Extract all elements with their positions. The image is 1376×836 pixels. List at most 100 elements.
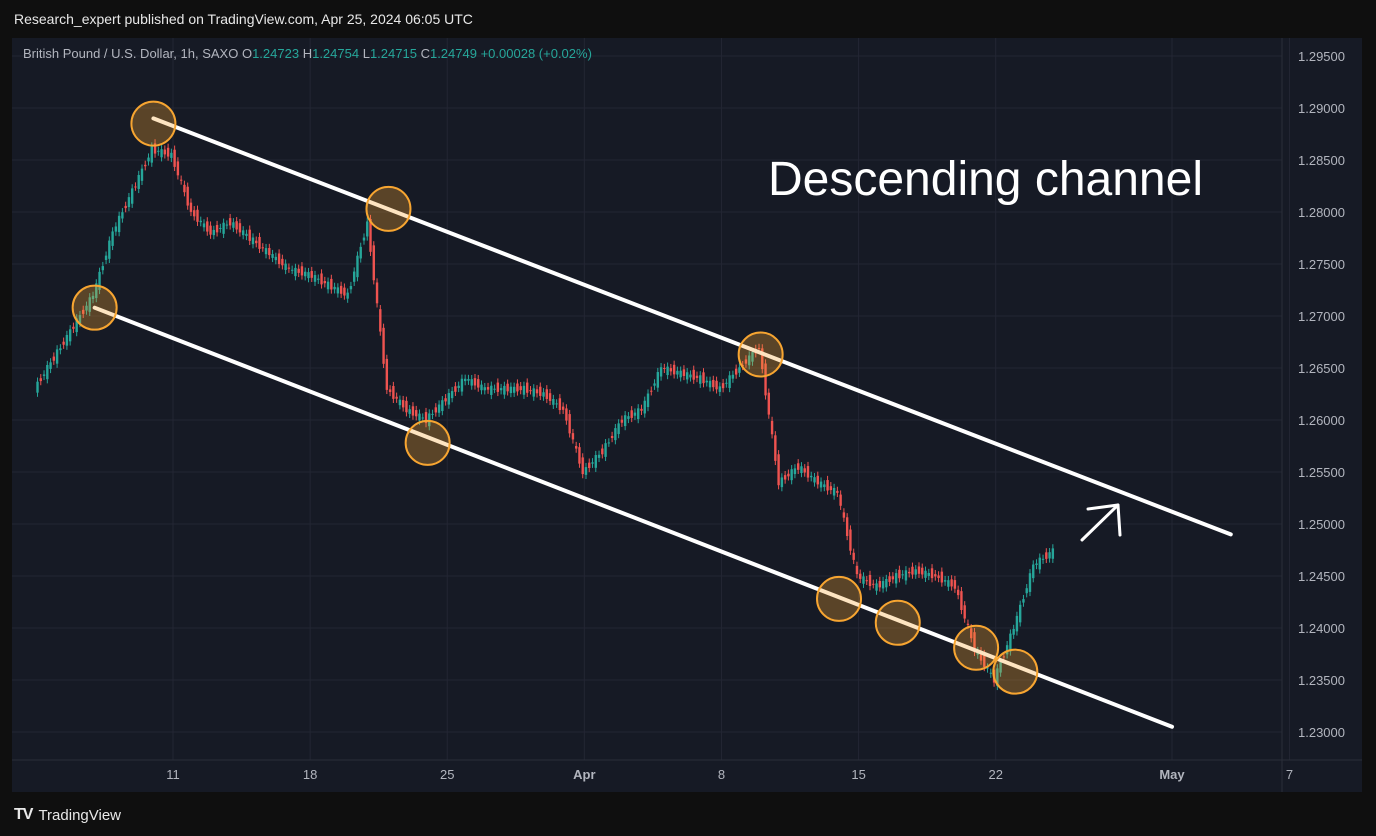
candle-body bbox=[839, 494, 842, 506]
candle-body bbox=[42, 374, 46, 376]
time-tick-label: May bbox=[1159, 767, 1185, 782]
candle-body bbox=[111, 231, 114, 246]
candle-body bbox=[774, 435, 777, 461]
candle-body bbox=[604, 443, 607, 457]
candle-body bbox=[1018, 604, 1022, 623]
candle-body bbox=[793, 468, 797, 475]
candle-body bbox=[326, 281, 330, 290]
candle-body bbox=[346, 292, 349, 299]
candle-body bbox=[558, 398, 562, 411]
candle-body bbox=[548, 393, 552, 401]
candle-body bbox=[467, 378, 470, 381]
candle-body bbox=[574, 446, 578, 449]
candle-body bbox=[49, 362, 52, 369]
candle-body bbox=[486, 387, 490, 390]
price-tick-label: 1.26000 bbox=[1298, 413, 1345, 428]
candle-body bbox=[816, 475, 819, 485]
candle-body bbox=[366, 221, 369, 237]
candle-body bbox=[434, 407, 438, 413]
candle-body bbox=[891, 576, 895, 580]
candle-body bbox=[114, 226, 118, 232]
price-tick-label: 1.27000 bbox=[1298, 309, 1345, 324]
channel-upper-line bbox=[151, 116, 1233, 537]
candle-body bbox=[137, 175, 140, 189]
candle-body bbox=[1015, 615, 1019, 632]
candle-body bbox=[91, 295, 95, 300]
candle-body bbox=[937, 575, 940, 579]
candle-body bbox=[907, 571, 911, 574]
time-tick-label: 22 bbox=[988, 767, 1002, 782]
candle-body bbox=[966, 623, 970, 625]
candle-body bbox=[672, 364, 676, 375]
candle-body bbox=[225, 224, 229, 226]
candle-body bbox=[274, 256, 278, 261]
candle-body bbox=[473, 378, 477, 386]
candle-body bbox=[470, 379, 473, 386]
candle-body bbox=[653, 383, 656, 386]
candle-body bbox=[362, 237, 366, 241]
candle-body bbox=[565, 408, 568, 421]
candle-body bbox=[659, 367, 663, 377]
candle-body bbox=[153, 143, 157, 154]
candle-body bbox=[512, 386, 516, 393]
time-tick-label: 11 bbox=[166, 767, 180, 782]
price-axis[interactable]: 1.29500 1.29000 1.28500 1.28000 1.27500 1.270… bbox=[1281, 38, 1345, 792]
candle-body bbox=[627, 416, 630, 419]
candle-body bbox=[571, 433, 575, 440]
price-tick-label: 1.28500 bbox=[1298, 153, 1345, 168]
price-tick-label: 1.29500 bbox=[1298, 49, 1345, 64]
close-label: C bbox=[420, 46, 430, 61]
candle-body bbox=[924, 570, 927, 578]
time-axis[interactable]: 11 18 25 Apr 8 15 22 May 7 bbox=[12, 759, 1362, 782]
candle-body bbox=[506, 383, 509, 392]
time-tick-label: 7 bbox=[1286, 767, 1293, 782]
touch-marker bbox=[71, 284, 118, 331]
candle-body bbox=[398, 399, 402, 406]
candle-body bbox=[375, 282, 379, 304]
candle-body bbox=[516, 383, 519, 392]
candle-body bbox=[68, 329, 72, 342]
candle-body bbox=[343, 287, 346, 296]
candle-body bbox=[888, 576, 891, 582]
candle-body bbox=[72, 326, 75, 329]
price-series bbox=[36, 139, 1055, 691]
candle-body bbox=[147, 157, 150, 162]
candle-body bbox=[219, 227, 222, 229]
candle-body bbox=[509, 386, 513, 394]
candle-body bbox=[496, 382, 500, 392]
candle-body bbox=[787, 473, 790, 477]
brand-name: TradingView bbox=[38, 806, 121, 824]
candle-body bbox=[594, 455, 597, 468]
candle-body bbox=[480, 384, 483, 391]
candle-body bbox=[134, 186, 137, 188]
candle-body bbox=[88, 297, 91, 312]
candle-body bbox=[973, 632, 976, 652]
candle-body bbox=[803, 468, 806, 473]
candle-body bbox=[663, 368, 666, 370]
price-tick-label: 1.25500 bbox=[1298, 465, 1345, 480]
candle-body bbox=[927, 572, 930, 576]
open-value: 1.24723 bbox=[252, 46, 300, 61]
chart-panel[interactable] bbox=[12, 38, 1362, 792]
candle-body bbox=[721, 383, 725, 389]
candle-body bbox=[124, 205, 127, 209]
candle-body bbox=[241, 230, 245, 236]
symbol-name: British Pound / U.S. Dollar, 1h, SAXO bbox=[23, 46, 239, 61]
candle-body bbox=[437, 404, 441, 413]
candle-body bbox=[591, 462, 594, 464]
candle-body bbox=[121, 212, 124, 219]
candle-body bbox=[630, 410, 633, 418]
candle-body bbox=[75, 318, 78, 333]
candle-body bbox=[447, 393, 451, 405]
candle-body bbox=[163, 149, 167, 155]
candle-body bbox=[725, 382, 728, 384]
candle-body bbox=[989, 672, 993, 674]
candle-body bbox=[59, 348, 62, 351]
candle-body bbox=[206, 221, 209, 232]
candle-body bbox=[463, 378, 467, 382]
candle-body bbox=[388, 389, 392, 392]
candle-body bbox=[255, 240, 258, 244]
tradingview-brand[interactable]: TV TradingView bbox=[14, 806, 121, 824]
candle-body bbox=[98, 271, 101, 290]
